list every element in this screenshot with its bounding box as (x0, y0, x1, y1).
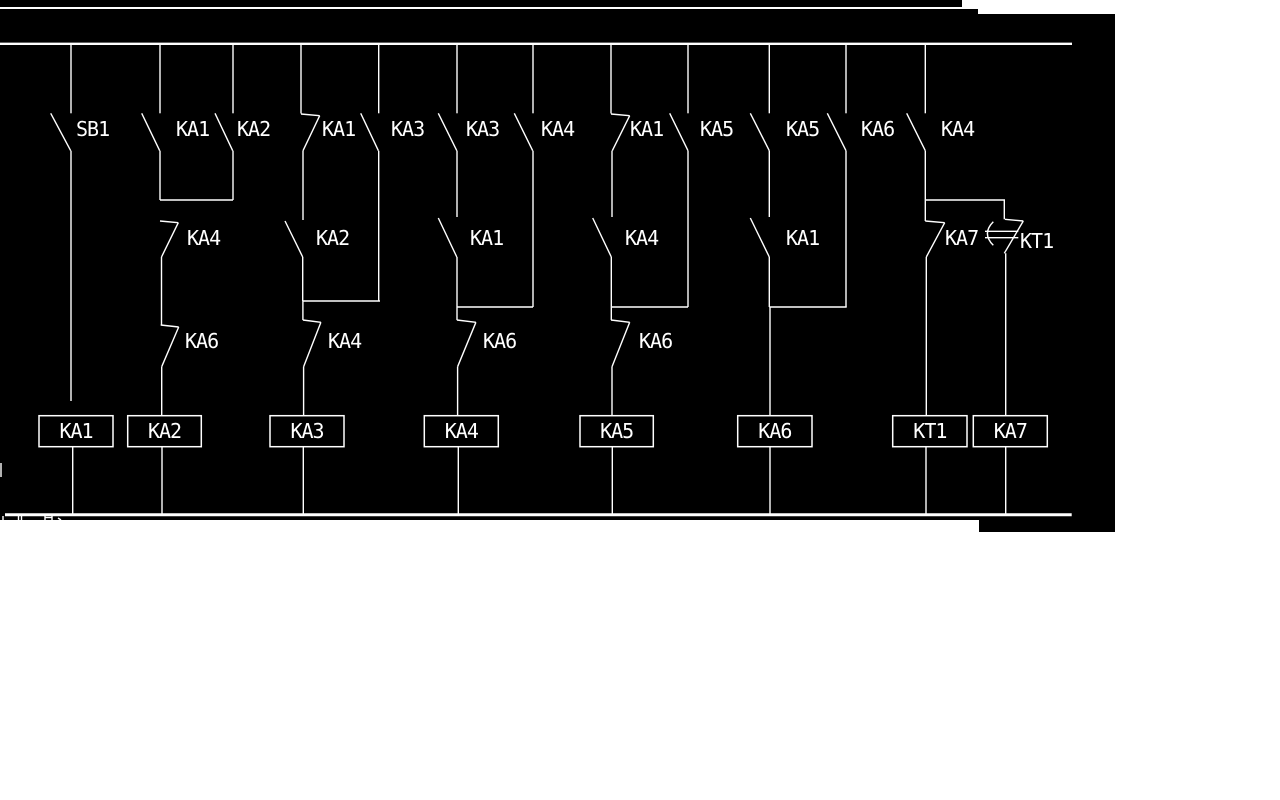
coil-box (736, 414, 813, 448)
contact-label: KA6 (861, 117, 894, 141)
contact-label: KA1 (630, 117, 663, 141)
wire-segment (456, 319, 476, 323)
wire-segment (749, 112, 770, 152)
wire-segment (437, 217, 458, 258)
wire-segment (300, 113, 320, 117)
contact-label: KA7 (945, 226, 978, 250)
contact-label: KA1 (470, 226, 503, 250)
contact-label: KA3 (391, 117, 424, 141)
schematic-panel (979, 520, 1115, 532)
wire-segment (161, 326, 180, 367)
contact-label: KA2 (237, 117, 270, 141)
coil-label: KA7 (994, 419, 1027, 443)
contact-label: KA4 (625, 226, 659, 250)
wire-segment (456, 322, 477, 367)
coil-label: KA2 (148, 419, 181, 443)
coil-label: KA5 (600, 419, 633, 443)
wire-segment (302, 319, 321, 323)
coil-box (972, 414, 1049, 448)
contact-label: KA2 (316, 226, 349, 250)
wire-segment (592, 217, 612, 258)
wire-segment (669, 112, 689, 152)
contact-label: KA1 (176, 117, 209, 141)
contact-label: KA1 (322, 117, 355, 141)
wire-segment (826, 112, 847, 152)
wire-segment (925, 222, 946, 258)
coil-label: KA4 (445, 419, 479, 443)
schematic-panel (0, 0, 962, 7)
contact-label: KA4 (328, 329, 362, 353)
wire-segment (1004, 218, 1024, 222)
wire-segment (302, 115, 321, 152)
contact-label: KA4 (541, 117, 575, 141)
coil-label: KT1 (913, 419, 946, 443)
coil-box (126, 414, 203, 448)
wire-segment (610, 113, 630, 117)
coil-box (579, 414, 655, 448)
wire-segment (749, 217, 770, 258)
schematic-panel (978, 14, 1115, 520)
contact-label: KA6 (185, 329, 218, 353)
coil-box (891, 414, 968, 448)
contact-label: KA6 (483, 329, 516, 353)
coil-label: KA3 (290, 419, 323, 443)
wire-segment (513, 112, 534, 152)
contact-label: KA4 (941, 117, 975, 141)
wire-segment (610, 319, 630, 323)
stray-mark (57, 517, 62, 521)
wire-segment (159, 220, 179, 224)
contact-label: KA4 (187, 226, 221, 250)
coil-box (269, 414, 345, 448)
wire-segment (160, 222, 179, 258)
timer-arc-icon (986, 221, 994, 246)
wire-segment (611, 322, 631, 367)
wire-segment (906, 112, 926, 152)
wire-segment (141, 112, 161, 152)
contact-label: KA6 (639, 329, 672, 353)
contact-label: KA1 (786, 226, 819, 250)
contact-label: KA5 (700, 117, 733, 141)
wire-segment (160, 324, 179, 328)
contact-label: KA3 (466, 117, 499, 141)
contact-label: SB1 (76, 117, 109, 141)
coil-label: KA6 (758, 419, 791, 443)
wire-segment (611, 115, 631, 152)
wire-segment (925, 220, 945, 224)
wire-segment (50, 112, 72, 152)
contact-label: KA5 (786, 117, 819, 141)
schematic-panel (0, 9, 978, 520)
wire-segment (214, 113, 234, 151)
coil-label: KA1 (59, 419, 92, 443)
wire-segment (360, 113, 380, 151)
wire-segment (437, 112, 458, 152)
coil-box (423, 414, 500, 448)
coil-box (38, 414, 114, 448)
wire-segment (302, 322, 322, 367)
contact-label: KT1 (1020, 229, 1053, 253)
wire-segment (284, 220, 304, 258)
